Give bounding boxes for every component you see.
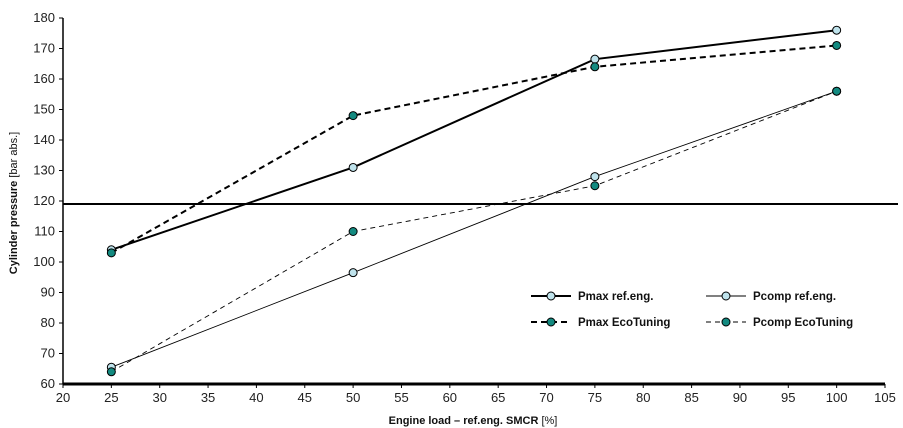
x-tick-label: 55 xyxy=(394,390,408,405)
series-line xyxy=(111,90,837,368)
data-point xyxy=(832,86,842,96)
y-tick-label: 100 xyxy=(33,254,55,269)
series-pcomp-ref-eng- xyxy=(106,86,842,372)
data-point xyxy=(106,248,116,258)
y-tick-label: 140 xyxy=(33,132,55,147)
data-point xyxy=(348,111,358,121)
data-point xyxy=(348,227,358,236)
x-tick-label: 65 xyxy=(491,390,505,405)
series-lines xyxy=(106,25,842,377)
y-tick-label: 70 xyxy=(41,346,55,361)
data-point xyxy=(832,25,842,35)
x-tick-label: 50 xyxy=(346,390,360,405)
legend-swatch-marker xyxy=(721,291,731,301)
data-point xyxy=(590,172,600,182)
legend-item: Pcomp ref.eng. xyxy=(706,291,836,303)
y-tick-label: 170 xyxy=(33,41,55,56)
x-tick-label: 45 xyxy=(298,390,312,405)
x-tick-label: 40 xyxy=(249,390,263,405)
x-tick-label: 75 xyxy=(588,390,602,405)
legend-item: Pcomp EcoTuning xyxy=(706,317,853,329)
data-point xyxy=(106,367,116,377)
x-tick-label: 95 xyxy=(781,390,795,405)
x-tick-label: 105 xyxy=(874,390,896,405)
legend-swatch-marker xyxy=(721,317,731,327)
legend-item: Pmax EcoTuning xyxy=(531,317,670,329)
legend: Pmax ref.eng. Pcomp ref.eng. Pmax EcoTunin… xyxy=(531,291,853,329)
y-tick-label: 120 xyxy=(33,193,55,208)
y-tick-label: 150 xyxy=(33,102,55,117)
legend-label: Pcomp ref.eng. xyxy=(753,291,836,303)
x-tick-label: 60 xyxy=(443,390,457,405)
x-tick-label: 100 xyxy=(826,390,848,405)
y-tick-label: 180 xyxy=(33,10,55,25)
data-point xyxy=(590,181,600,191)
x-tick-label: 90 xyxy=(733,390,747,405)
series-pcomp-ecotuning xyxy=(106,86,842,377)
data-point xyxy=(590,62,600,72)
data-point xyxy=(590,54,600,64)
y-tick-label: 110 xyxy=(34,224,55,239)
y-tick-label: 160 xyxy=(33,71,55,86)
x-tick-label: 80 xyxy=(636,390,650,405)
legend-label: Pcomp EcoTuning xyxy=(753,317,853,329)
x-tick-label: 35 xyxy=(201,390,215,405)
x-tick-label: 30 xyxy=(152,390,166,405)
legend-label: Pmax EcoTuning xyxy=(578,317,670,329)
tick-marks xyxy=(59,17,886,388)
x-tick-label: 25 xyxy=(104,390,118,405)
axes xyxy=(62,18,898,386)
y-tick-label: 90 xyxy=(41,285,55,300)
legend-swatch-marker xyxy=(546,317,556,327)
data-point xyxy=(348,162,358,172)
tick-labels: 60 70 80 90 100 110 120 130 140 150 160 170 180 20 25 3… xyxy=(33,10,896,405)
data-point xyxy=(348,268,358,278)
legend-item: Pmax ref.eng. xyxy=(531,291,653,303)
x-axis-title: Engine load – ref.eng. SMCR [%] xyxy=(389,415,558,427)
legend-label: Pmax ref.eng. xyxy=(578,291,653,303)
series-pmax-ref-eng- xyxy=(106,25,842,255)
y-tick-label: 60 xyxy=(41,376,55,391)
data-point xyxy=(832,40,842,50)
x-tick-label: 85 xyxy=(684,390,698,405)
series-line xyxy=(111,90,837,373)
legend-swatch-marker xyxy=(546,291,556,301)
y-tick-label: 80 xyxy=(41,315,55,330)
series-pmax-ecotuning xyxy=(106,40,842,258)
y-tick-label: 130 xyxy=(33,163,55,178)
series-line xyxy=(110,44,837,254)
x-tick-label: 70 xyxy=(539,390,553,405)
series-line xyxy=(111,29,837,251)
y-axis-title: Cylinder pressure [bar abs.] xyxy=(8,132,20,274)
x-tick-label: 20 xyxy=(56,390,70,405)
